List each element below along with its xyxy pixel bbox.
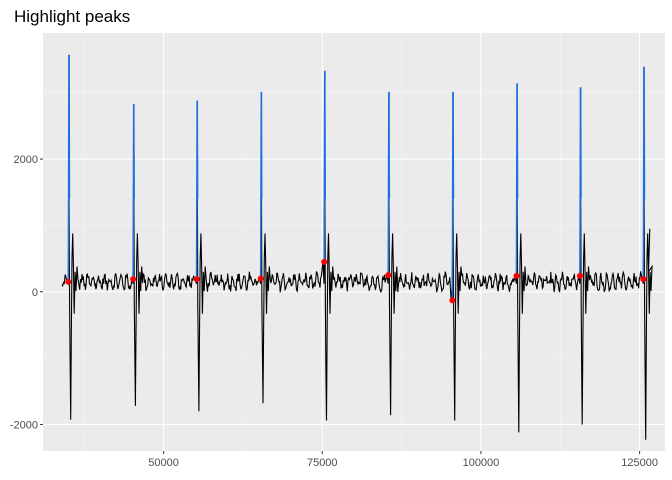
peak-marker bbox=[385, 272, 392, 279]
x-tick-label: 125000 bbox=[621, 457, 658, 469]
peak-marker bbox=[193, 276, 200, 283]
y-axis: -2000 0 2000 bbox=[10, 154, 43, 431]
peak-marker bbox=[130, 276, 137, 283]
peak-marker bbox=[257, 275, 264, 282]
x-axis: 50000 75000 100000 125000 bbox=[148, 451, 658, 469]
signal-line bbox=[61, 198, 653, 440]
peak-segments bbox=[67, 54, 646, 301]
peak-marker bbox=[576, 272, 583, 279]
x-tick-label: 75000 bbox=[307, 457, 338, 469]
peak-marker bbox=[321, 258, 328, 265]
peak-marker bbox=[449, 297, 456, 304]
y-tick-label: 2000 bbox=[14, 154, 38, 166]
y-tick-label: -2000 bbox=[10, 419, 38, 431]
peak-marker bbox=[640, 276, 647, 283]
peak-marker bbox=[65, 278, 72, 285]
chart-title: Highlight peaks bbox=[14, 7, 130, 26]
peak-marker bbox=[513, 272, 520, 279]
peak-markers bbox=[65, 258, 647, 304]
x-tick-label: 50000 bbox=[148, 457, 179, 469]
signal-series bbox=[61, 198, 653, 440]
plot-panel bbox=[43, 33, 665, 451]
y-tick-label: 0 bbox=[32, 287, 38, 299]
x-tick-label: 100000 bbox=[463, 457, 500, 469]
grid bbox=[43, 33, 665, 451]
